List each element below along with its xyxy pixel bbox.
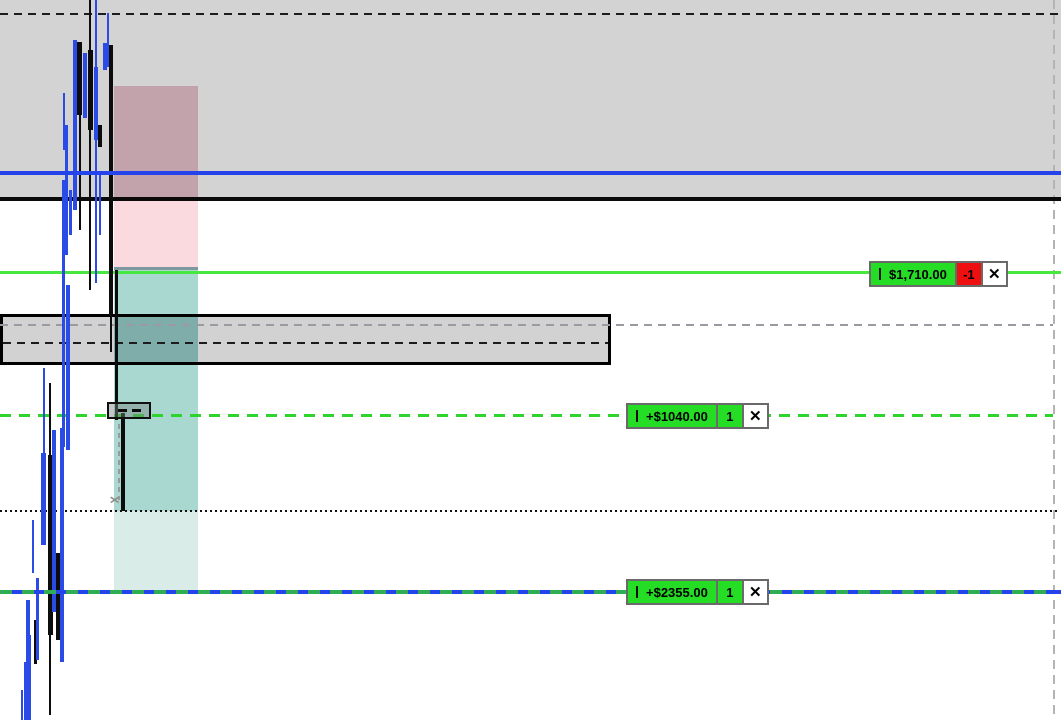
- stop-order-amount-text: +$2355.00: [646, 584, 708, 600]
- candlestick-bar: [95, 0, 97, 283]
- gray-dashed-level-line: [0, 324, 1053, 326]
- band-black-dashed-line: [3, 342, 608, 344]
- candlestick-bar: [54, 472, 56, 600]
- candlestick-bar: [43, 368, 45, 455]
- candlestick-bar: [65, 125, 68, 255]
- candlestick-bar: [28, 635, 31, 720]
- candlestick-bar: [121, 413, 125, 511]
- candlestick-bar: [103, 43, 107, 70]
- drag-handle-icon: [879, 268, 881, 280]
- candlestick-bar: [32, 520, 34, 573]
- entry-green-line: [0, 271, 1061, 274]
- target-order-label[interactable]: +$1040.00 1 ✕: [626, 403, 769, 429]
- candlestick-bar: [83, 53, 87, 118]
- candlestick-bar: [24, 662, 28, 720]
- mid-gray-band: [0, 314, 611, 365]
- candlestick-bar: [56, 553, 60, 640]
- candlestick-bar: [21, 690, 23, 720]
- candlestick-bar: [88, 50, 93, 130]
- stop-order-close-button[interactable]: ✕: [743, 581, 767, 603]
- order-box-dash-icon: [118, 409, 127, 412]
- candlestick-bar: [73, 40, 77, 210]
- drag-handle-icon: [636, 410, 638, 422]
- position-pnl-label[interactable]: $1,710.00 -1 ✕: [869, 261, 1008, 287]
- drag-handle-icon: [636, 586, 638, 598]
- position-close-button[interactable]: ✕: [982, 263, 1006, 285]
- stop-green-dash-overlay: [0, 590, 1054, 594]
- candlestick-bar: [77, 42, 82, 115]
- stop-order-label[interactable]: +$2355.00 1 ✕: [626, 579, 769, 605]
- candlestick-bar: [107, 13, 109, 67]
- candlestick-bar: [62, 180, 65, 447]
- supply-zone-lower: [114, 197, 198, 270]
- candlestick-bar: [66, 285, 70, 450]
- upper-blue-line: [0, 171, 1061, 175]
- pending-order-box[interactable]: [107, 402, 151, 419]
- candlestick-bar: [89, 0, 91, 290]
- wick-tip-marker-icon: ✕: [108, 495, 121, 507]
- position-pnl-amount[interactable]: $1,710.00: [871, 263, 955, 285]
- candlestick-bar: [63, 93, 65, 150]
- candlestick-bar: [99, 175, 101, 235]
- candlestick-bar: [34, 620, 37, 664]
- candlestick-bar: [36, 578, 39, 660]
- target1-green-dashed-line: [0, 414, 1053, 417]
- position-qty-badge[interactable]: -1: [956, 263, 981, 285]
- candlestick-bar: [98, 125, 102, 147]
- stop-order-qty-badge[interactable]: 1: [717, 581, 742, 603]
- dotted-level-line: [0, 510, 1057, 512]
- supply-zone-upper: [114, 86, 198, 197]
- candlestick-bar: [41, 453, 46, 545]
- candlestick-bar: [69, 190, 72, 235]
- top-dashed-level-line: [0, 13, 1061, 15]
- candlestick-bar: [110, 315, 112, 352]
- target-order-qty-badge[interactable]: 1: [717, 405, 742, 427]
- session-divider-vline: [1053, 0, 1055, 720]
- demand-zone-upper: [114, 270, 198, 314]
- black-solid-boundary-line: [0, 197, 1061, 201]
- stop-order-amount[interactable]: +$2355.00: [628, 581, 716, 603]
- candlestick-bar: [109, 45, 113, 315]
- demand-zone-lower: [114, 511, 198, 590]
- demand-zone-mid: [114, 365, 198, 511]
- position-pnl-amount-text: $1,710.00: [889, 266, 947, 282]
- candlestick-bar: [60, 428, 64, 662]
- target-order-close-button[interactable]: ✕: [743, 405, 767, 427]
- candlestick-bar: [48, 455, 53, 635]
- target-order-amount[interactable]: +$1040.00: [628, 405, 716, 427]
- wick-guide-dashed-vline: [118, 424, 120, 500]
- order-box-dash-icon: [132, 409, 141, 412]
- target-order-amount-text: +$1040.00: [646, 408, 708, 424]
- candlestick-bar: [94, 67, 98, 140]
- candlestick-bar: [115, 270, 118, 420]
